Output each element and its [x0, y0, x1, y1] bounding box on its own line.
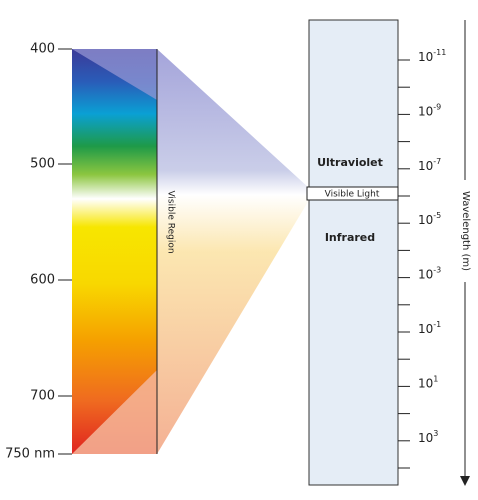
tick-exponent: -11 — [433, 48, 446, 57]
tick-label: 700 — [30, 389, 55, 404]
tick-label: 103 — [418, 428, 438, 444]
tick-exponent: -7 — [433, 156, 441, 165]
tick-label: 750 nm — [5, 447, 55, 462]
tick-base: 10 — [418, 104, 433, 118]
tick-exponent: -9 — [433, 102, 441, 111]
tick-exponent: -1 — [433, 320, 441, 329]
tick-label: 101 — [418, 374, 438, 390]
tick-base: 10 — [418, 376, 433, 390]
tick-base: 10 — [418, 213, 433, 227]
band-label: Visible Light — [325, 190, 380, 200]
axis-arrow — [460, 476, 470, 486]
band-label: Ultraviolet — [317, 156, 383, 169]
tick-exponent: 3 — [433, 428, 438, 437]
tick-base: 10 — [418, 267, 433, 281]
range-column — [308, 19, 399, 486]
visible-band — [306, 186, 399, 201]
region-label: Visible Region — [166, 190, 176, 253]
band-label: Infrared — [325, 231, 375, 244]
light-beam — [157, 49, 309, 454]
tick-label: 400 — [30, 42, 55, 57]
tick-base: 10 — [418, 158, 433, 172]
tick-exponent: -3 — [433, 265, 441, 274]
tick-base: 10 — [418, 430, 433, 444]
tick-label: 600 — [30, 273, 55, 288]
beam-bottom — [72, 370, 157, 454]
tick-label: 10-9 — [418, 102, 441, 118]
tick-label: 10-1 — [418, 320, 441, 336]
tick-base: 10 — [418, 322, 433, 336]
tick-label: 500 — [30, 157, 55, 172]
tick-label: 10-5 — [418, 211, 441, 227]
tick-exponent: 1 — [433, 374, 438, 383]
tick-base: 10 — [418, 50, 433, 64]
tick-label: 10-7 — [418, 156, 441, 172]
tick-label: 10-11 — [418, 48, 446, 64]
tick-exponent: -5 — [433, 211, 441, 220]
beam-top — [72, 49, 157, 100]
axis-title: Wavelength (m) — [460, 191, 471, 271]
tick-label: 10-3 — [418, 265, 441, 281]
